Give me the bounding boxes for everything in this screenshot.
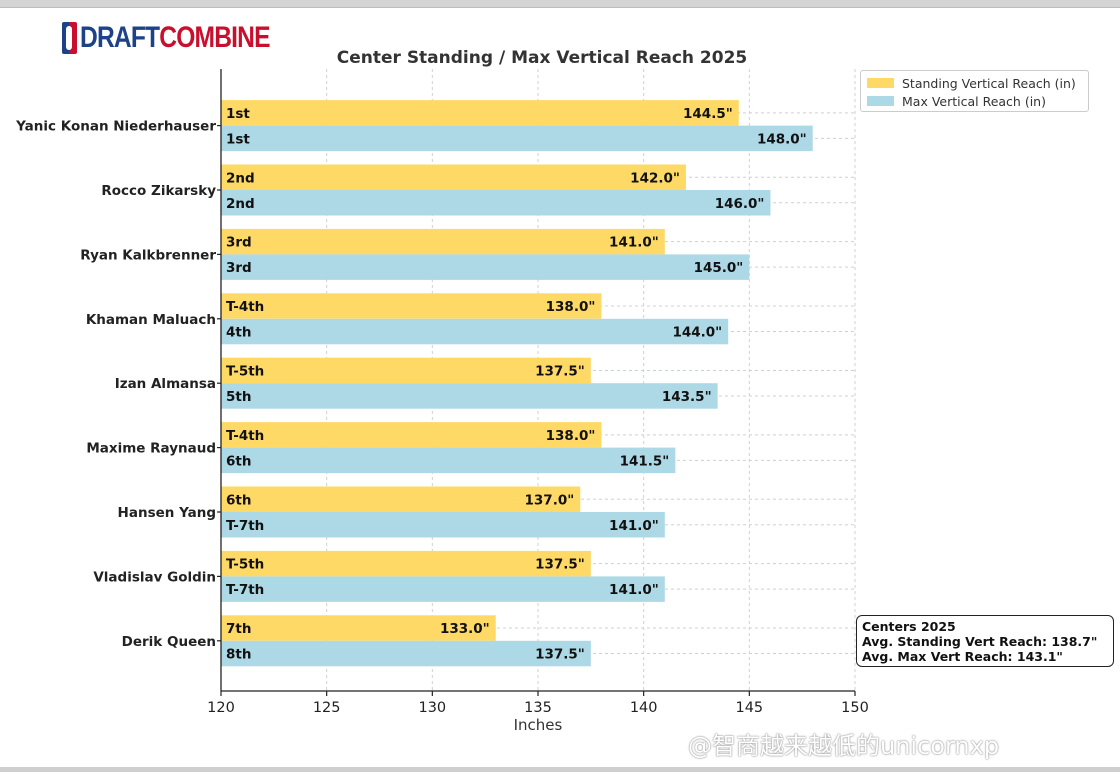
x-tick-label: 130: [418, 700, 446, 716]
bar-value-label: 141.0": [609, 582, 659, 598]
bar: [221, 125, 813, 152]
legend-swatch-standing: [867, 78, 894, 88]
annotation-avg-standing: Avg. Standing Vert Reach: 138.7": [862, 634, 1098, 649]
bar: [221, 293, 602, 319]
bar-value-label: 141.0": [609, 235, 659, 251]
bar-rank-label: 3rd: [226, 235, 252, 251]
bar-rank-label: 6th: [226, 492, 251, 508]
legend-label-max: Max Vertical Reach (in): [902, 93, 1046, 109]
bar-rank-label: T-7th: [226, 582, 264, 598]
bar-value-label: 137.0": [525, 492, 575, 508]
bar-rank-label: 2nd: [226, 170, 255, 186]
bar: [221, 640, 591, 667]
draft-combine-logo: DRAFTCOMBINE: [62, 20, 311, 56]
bar-value-label: 148.0": [757, 131, 807, 147]
bar: [221, 254, 750, 280]
category-label: Yanic Konan Niederhauser: [15, 119, 216, 135]
legend-item-standing: Standing Vertical Reach (in): [867, 74, 1088, 92]
chart-labels: 1st 144.5" 1st 148.0" Yanic Konan Niederhaus…: [15, 106, 807, 663]
averages-annotation: Centers 2025 Avg. Standing Vert Reach: 1…: [856, 615, 1114, 667]
bar-rank-label: T-4th: [226, 299, 264, 315]
bar: [221, 486, 581, 512]
bar-value-label: 137.5": [535, 557, 585, 573]
category-label: Khaman Maluach: [86, 312, 216, 328]
bar-value-label: 145.0": [694, 260, 744, 276]
bar-value-label: 142.0": [630, 170, 680, 186]
bar: [221, 447, 676, 474]
bar-rank-label: 3rd: [226, 260, 252, 276]
x-tick-label: 125: [313, 700, 341, 716]
bar-rank-label: 6th: [226, 453, 251, 469]
bar: [221, 100, 739, 126]
bar: [221, 422, 602, 448]
top-border: [0, 0, 1120, 8]
bar: [221, 512, 665, 538]
bar-rank-label: 4th: [226, 325, 251, 341]
annotation-avg-max: Avg. Max Vert Reach: 143.1": [862, 649, 1063, 664]
bottom-border: [0, 767, 1120, 772]
logo-wordmark: DRAFTCOMBINE: [80, 21, 271, 55]
bar-value-label: 141.0": [609, 518, 659, 534]
bar: [221, 615, 496, 641]
x-tick-label: 140: [630, 700, 658, 716]
x-tick-label: 135: [524, 700, 552, 716]
bar-rank-label: 8th: [226, 647, 251, 663]
bar-rank-label: T-5th: [226, 363, 264, 379]
bar-rank-label: 5th: [226, 389, 251, 405]
bar-rank-label: 7th: [226, 621, 251, 637]
bar: [221, 576, 665, 602]
bar: [221, 357, 591, 384]
bar: [221, 164, 686, 190]
category-label: Vladislav Goldin: [93, 569, 216, 585]
category-label: Derik Queen: [122, 634, 216, 650]
bar-value-label: 146.0": [715, 196, 765, 212]
bar-rank-label: 1st: [226, 131, 250, 147]
category-label: Hansen Yang: [118, 505, 216, 521]
bar-rank-label: T-7th: [226, 518, 264, 534]
x-tick-label: 145: [735, 700, 763, 716]
bar-value-label: 144.0": [672, 325, 722, 341]
x-axis-label: Inches: [514, 716, 563, 734]
bar-value-label: 133.0": [440, 621, 490, 637]
category-label: Maxime Raynaud: [86, 441, 216, 457]
bar-value-label: 138.0": [546, 299, 596, 315]
legend-item-max: Max Vertical Reach (in): [867, 92, 1088, 110]
watermark-text: @智商越来越低的unicornxp: [688, 732, 1000, 760]
bar: [221, 550, 591, 577]
category-label: Rocco Zikarsky: [101, 183, 216, 199]
bar-value-label: 141.5": [620, 453, 670, 469]
legend-swatch-max: [867, 96, 894, 106]
bar: [221, 383, 718, 409]
bar-rank-label: 2nd: [226, 196, 255, 212]
bar: [221, 318, 729, 345]
logo-word-combine: COMBINE: [159, 21, 270, 54]
category-label: Ryan Kalkbrenner: [80, 247, 216, 263]
chart-title: Center Standing / Max Vertical Reach 202…: [337, 48, 748, 68]
annotation-title: Centers 2025: [862, 619, 956, 634]
bar-value-label: 137.5": [535, 363, 585, 379]
bar-value-label: 143.5": [662, 389, 712, 405]
chart-axes: 120 125 130 135 140 145 150 Inches: [207, 69, 869, 734]
category-label: Izan Almansa: [115, 376, 216, 392]
logo-word-draft: DRAFT: [80, 21, 160, 54]
x-tick-label: 150: [841, 700, 869, 716]
bar-value-label: 138.0": [546, 428, 596, 444]
bar-rank-label: 1st: [226, 106, 250, 122]
chart-bars: [221, 100, 813, 667]
bar: [221, 228, 665, 255]
x-tick-label: 120: [207, 700, 235, 716]
bar-rank-label: T-5th: [226, 557, 264, 573]
legend-label-standing: Standing Vertical Reach (in): [902, 75, 1076, 91]
bar-value-label: 137.5": [535, 647, 585, 663]
bar: [221, 190, 771, 216]
nba-logo-icon: [62, 22, 77, 54]
bar-value-label: 144.5": [683, 106, 733, 122]
chart-legend: Standing Vertical Reach (in) Max Vertica…: [860, 70, 1089, 112]
bar-rank-label: T-4th: [226, 428, 264, 444]
